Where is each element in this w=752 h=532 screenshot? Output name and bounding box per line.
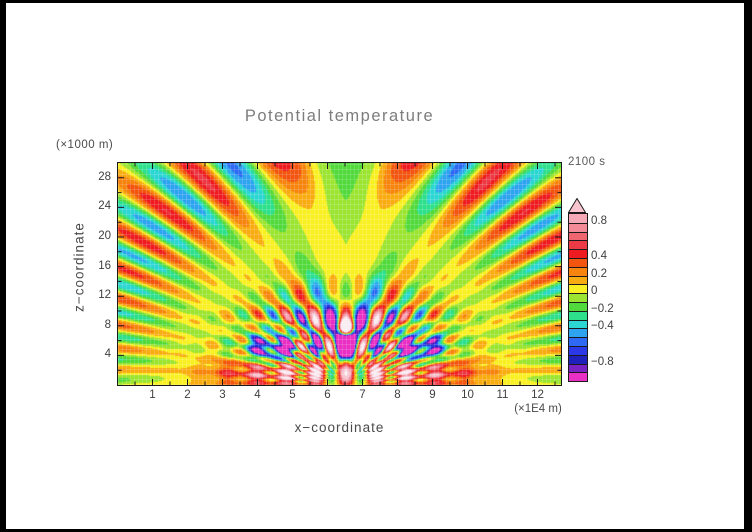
x-tick-label: 4 — [254, 389, 261, 401]
colorbar-bands — [568, 213, 588, 383]
colorbar-label: 0 — [591, 285, 598, 298]
y-tick-label: 16 — [98, 259, 111, 272]
colorbar-band — [569, 328, 587, 338]
colorbar-band — [569, 240, 587, 250]
y-tick-label: 8 — [104, 318, 111, 331]
y-tick-label: 12 — [98, 289, 111, 302]
colorbar-band — [569, 222, 587, 232]
colorbar-band — [569, 214, 587, 223]
x-tick-label: 10 — [461, 389, 474, 401]
x-tick-label: 5 — [289, 389, 296, 401]
x-tick-label: 12 — [531, 389, 544, 401]
x-tick-label: 11 — [496, 389, 509, 401]
colorbar-label: 0.8 — [591, 214, 607, 227]
chart-title: Potential temperature — [244, 107, 435, 125]
colorbar-band — [569, 346, 587, 355]
colorbar-label: 0.2 — [591, 267, 607, 280]
x-tick-label: 2 — [184, 389, 191, 401]
colorbar-label: −0.4 — [591, 320, 614, 333]
x-tick-label: 6 — [324, 389, 331, 401]
colorbar-band — [569, 337, 587, 346]
x-axis-units: (×1E4 m) — [514, 403, 562, 415]
colorbar-band — [569, 266, 587, 276]
colorbar-band — [569, 231, 587, 241]
x-tick-label: 9 — [429, 389, 436, 401]
colorbar-label: −0.2 — [591, 302, 614, 315]
colorbar-band — [569, 354, 587, 364]
colorbar — [567, 197, 588, 383]
colorbar-overflow-arrow — [567, 197, 587, 213]
x-tick-label: 7 — [359, 389, 366, 401]
y-tick-label: 28 — [98, 170, 111, 183]
colorbar-band — [569, 310, 587, 320]
colorbar-band — [569, 284, 587, 294]
colorbar-band — [569, 293, 587, 302]
x-tick-label: 3 — [219, 389, 226, 401]
colorbar-band — [569, 372, 587, 382]
y-tick-label: 4 — [104, 348, 111, 361]
colorbar-label: 0.4 — [591, 250, 607, 262]
y-axis-label: z−coordinate — [71, 222, 87, 312]
time-stamp-label: 2100 s — [568, 156, 606, 168]
y-tick-label: 20 — [98, 230, 111, 242]
temperature-field-heatmap — [118, 163, 561, 385]
x-tick-label: 8 — [394, 389, 401, 401]
colorbar-band — [569, 302, 587, 311]
colorbar-band — [569, 258, 587, 267]
y-tick-label: 24 — [98, 200, 111, 213]
colorbar-band — [569, 363, 587, 373]
colorbar-band — [569, 319, 587, 329]
x-axis-label: x−coordinate — [294, 420, 385, 435]
colorbar-label: −0.8 — [591, 355, 614, 368]
x-tick-label: 1 — [149, 389, 156, 401]
colorbar-band — [569, 249, 587, 258]
colorbar-band — [569, 275, 587, 285]
y-axis-units: (×1000 m) — [56, 139, 114, 151]
